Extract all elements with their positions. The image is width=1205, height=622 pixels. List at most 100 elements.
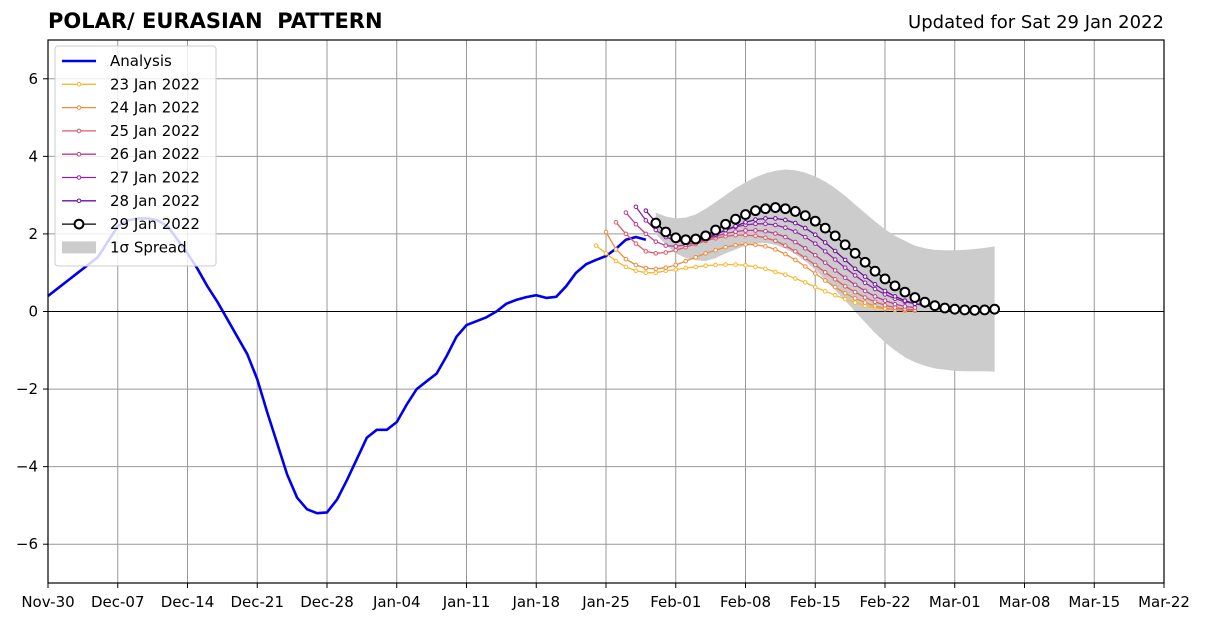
data-point bbox=[812, 284, 818, 290]
data-point bbox=[892, 294, 898, 299]
data-point bbox=[842, 265, 848, 270]
legend-marker bbox=[76, 82, 82, 87]
data-point bbox=[743, 242, 748, 247]
series-24-jan-2022 bbox=[603, 229, 918, 314]
axis-ticks: Nov-30 Dec-07 Dec-14 Dec-21 Dec-28 Jan-04 Jan-… bbox=[16, 70, 1190, 611]
x-tick-label: Jan-11 bbox=[442, 593, 491, 611]
data-point bbox=[613, 247, 619, 252]
x-tick-label: Nov-30 bbox=[21, 593, 74, 611]
x-tick-label: Dec-07 bbox=[91, 593, 145, 611]
data-point bbox=[862, 288, 868, 294]
data-point bbox=[832, 268, 838, 273]
data-point bbox=[773, 216, 778, 221]
series-29-jan-2022 bbox=[650, 202, 1001, 316]
data-point bbox=[733, 262, 738, 267]
data-point bbox=[763, 216, 768, 221]
data-point bbox=[812, 252, 818, 258]
data-point bbox=[929, 300, 941, 312]
data-point bbox=[802, 245, 808, 251]
data-point bbox=[939, 302, 951, 314]
data-point bbox=[783, 234, 788, 240]
x-tick-label: Feb-01 bbox=[650, 593, 701, 611]
data-point bbox=[683, 265, 689, 271]
data-point bbox=[663, 243, 669, 248]
data-point bbox=[753, 264, 758, 270]
data-point bbox=[703, 263, 708, 269]
data-point bbox=[593, 243, 599, 248]
legend-item: Analysis bbox=[62, 52, 172, 70]
data-point bbox=[603, 229, 609, 235]
data-point bbox=[633, 268, 639, 274]
legend-swatch bbox=[62, 241, 96, 254]
data-point bbox=[779, 203, 791, 215]
data-point bbox=[763, 228, 768, 234]
data-point bbox=[872, 294, 878, 299]
data-point bbox=[693, 264, 698, 270]
data-point bbox=[733, 242, 738, 248]
data-point bbox=[859, 256, 871, 268]
legend-label: 26 Jan 2022 bbox=[110, 145, 200, 163]
x-tick-label: Jan-18 bbox=[511, 593, 560, 611]
data-point bbox=[690, 233, 702, 245]
legend-box bbox=[54, 45, 217, 267]
data-point bbox=[892, 301, 898, 307]
data-point bbox=[743, 228, 748, 233]
data-point bbox=[832, 277, 838, 282]
data-point bbox=[979, 304, 991, 316]
page-title: POLAR/ EURASIAN PATTERN bbox=[48, 9, 383, 33]
data-point bbox=[862, 295, 868, 300]
data-point bbox=[603, 251, 609, 256]
data-point bbox=[789, 206, 801, 217]
data-point bbox=[623, 210, 629, 215]
data-point bbox=[809, 215, 821, 227]
x-tick-label: Feb-08 bbox=[720, 593, 771, 611]
data-point bbox=[673, 267, 679, 272]
data-point bbox=[753, 233, 758, 239]
data-point bbox=[852, 289, 858, 295]
y-tick-label: −6 bbox=[16, 535, 38, 553]
legend-label: Analysis bbox=[110, 52, 172, 70]
legend-label: 28 Jan 2022 bbox=[110, 192, 200, 210]
data-point bbox=[822, 260, 828, 265]
series-lines bbox=[47, 202, 1001, 515]
x-tick-label: Jan-25 bbox=[581, 593, 630, 611]
data-point bbox=[793, 239, 798, 245]
data-point bbox=[872, 286, 878, 292]
data-point bbox=[763, 235, 768, 241]
data-point bbox=[650, 217, 662, 229]
x-tick-label: Dec-14 bbox=[161, 593, 215, 611]
data-point bbox=[743, 263, 748, 268]
data-point bbox=[713, 262, 718, 268]
data-point bbox=[819, 222, 831, 234]
legend-marker bbox=[76, 175, 82, 180]
data-point bbox=[989, 303, 1001, 315]
data-point bbox=[773, 231, 778, 236]
data-point bbox=[753, 242, 758, 248]
data-point bbox=[869, 265, 881, 277]
legend-item: 26 Jan 2022 bbox=[62, 145, 200, 163]
data-point bbox=[793, 257, 798, 263]
data-point bbox=[812, 262, 818, 268]
legend-label: 23 Jan 2022 bbox=[110, 75, 200, 93]
data-point bbox=[889, 280, 901, 292]
data-point bbox=[730, 213, 741, 225]
data-point bbox=[969, 304, 981, 316]
data-point bbox=[693, 254, 698, 260]
data-point bbox=[872, 282, 878, 287]
x-tick-label: Mar-15 bbox=[1068, 593, 1120, 611]
data-point bbox=[912, 305, 918, 310]
x-tick-label: Feb-22 bbox=[859, 593, 910, 611]
data-point bbox=[949, 303, 961, 315]
data-point bbox=[633, 204, 639, 210]
data-point bbox=[660, 226, 672, 238]
x-tick-label: Feb-15 bbox=[790, 593, 841, 611]
data-point bbox=[852, 296, 858, 301]
data-point bbox=[919, 296, 931, 308]
legend-label: 1σ Spread bbox=[110, 238, 187, 256]
data-point bbox=[902, 304, 908, 309]
data-point bbox=[862, 274, 868, 279]
data-point bbox=[710, 224, 722, 236]
data-point bbox=[773, 222, 778, 228]
legend-item: 28 Jan 2022 bbox=[62, 192, 200, 210]
data-point bbox=[643, 231, 649, 237]
